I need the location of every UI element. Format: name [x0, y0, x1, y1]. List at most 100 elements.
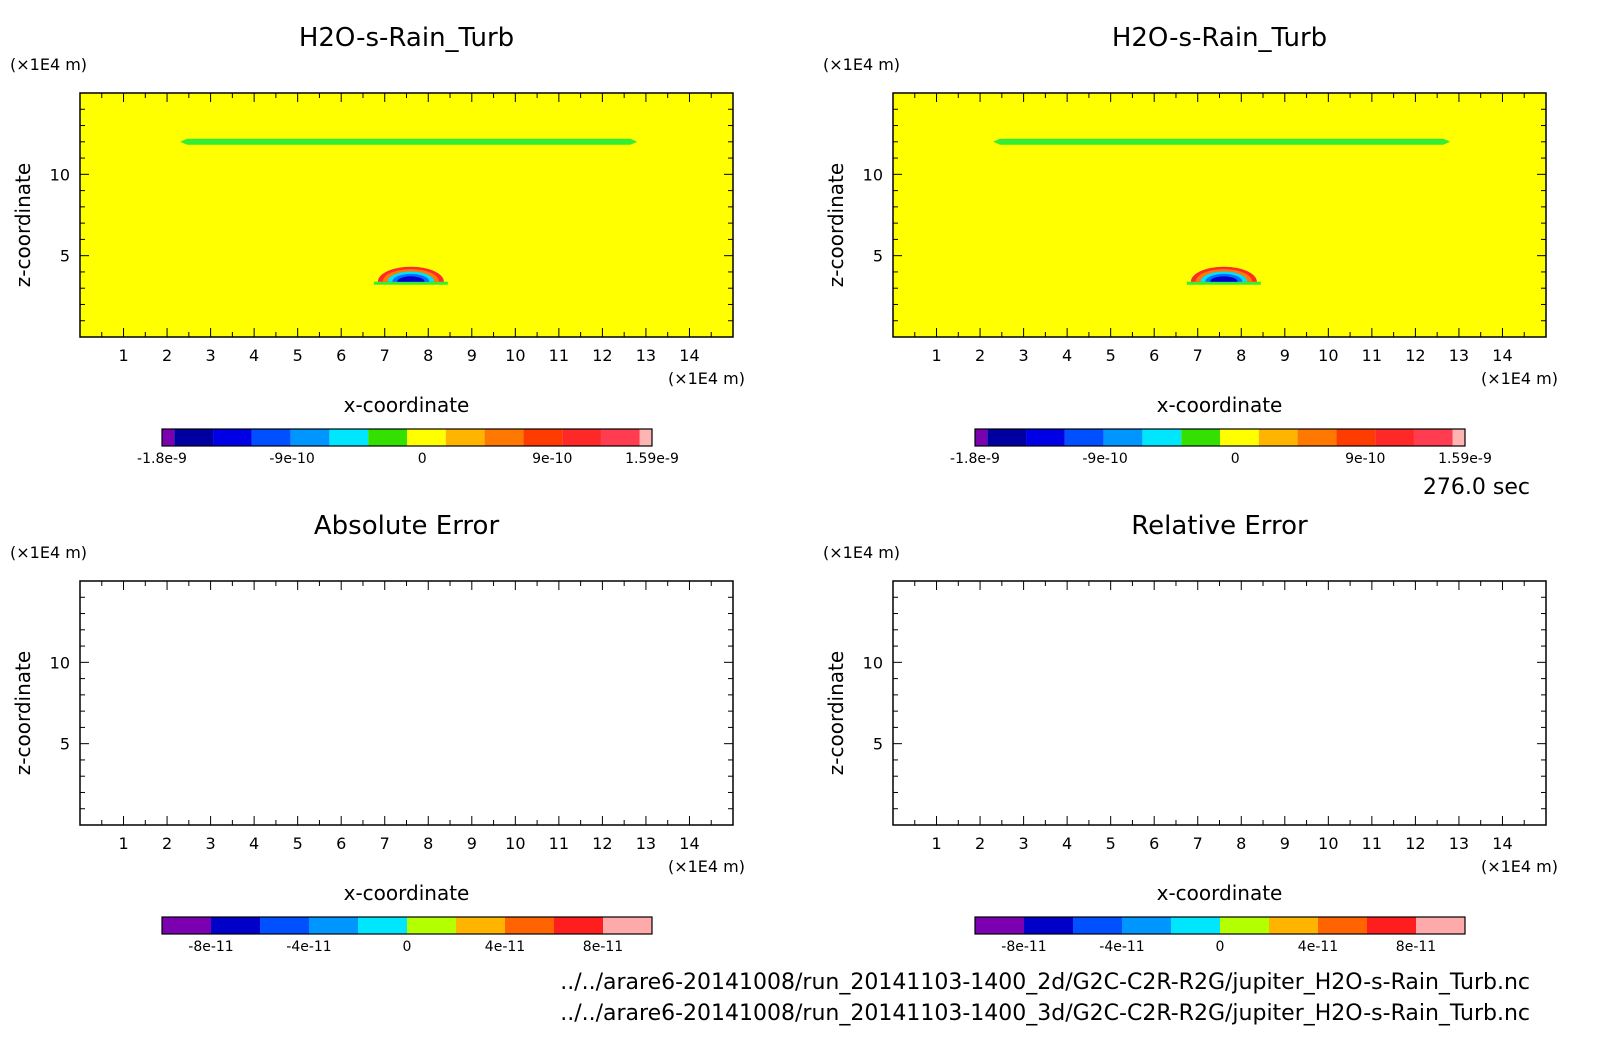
x-tick-label: 5: [1106, 834, 1116, 853]
x-tick-label: 3: [1019, 346, 1029, 365]
x-tick-label: 10: [1318, 834, 1338, 853]
colorbar-swatch: [484, 429, 524, 446]
colorbar-swatch: [213, 429, 252, 446]
colorbar-tick-label: 1.59e-9: [625, 451, 679, 467]
x-tick-label: 8: [1236, 834, 1246, 853]
x-tick-label: 2: [162, 346, 172, 365]
panel-title: H2O-s-Rain_Turb: [299, 23, 514, 53]
x-tick-label: 10: [505, 834, 525, 853]
colorbar-tick-label: 0: [1231, 451, 1240, 467]
colorbar-swatch: [290, 429, 330, 446]
chart-panel: Relative Error(×1E4 m)1 2 3 4 5 6 7 8 9 10 11 12 13 1…: [823, 511, 1558, 955]
chart-panel: H2O-s-Rain_Turb(×1E4 m)1 2 3 4 5 6 7 8 9 10 11 12 13…: [10, 23, 745, 467]
x-axis-label: x-coordinate: [344, 881, 470, 905]
contour-band: [993, 138, 1451, 145]
colorbar-swatch: [445, 429, 485, 446]
x-tick-label: 11: [1362, 834, 1382, 853]
x-tick-label: 11: [1362, 346, 1382, 365]
x-tick-label: 6: [336, 346, 346, 365]
x-tick-label: 14: [679, 346, 699, 365]
x-tick-label: 12: [1405, 346, 1425, 365]
x-tick-label: 1: [931, 346, 941, 365]
colorbar-swatch: [1269, 917, 1318, 934]
y-tick-label: 10: [50, 165, 70, 184]
time-label: 276.0 sec: [1423, 475, 1530, 500]
plot-area: [80, 581, 733, 825]
x-tick-label: 7: [380, 834, 390, 853]
colorbar-swatch: [251, 429, 291, 446]
y-tick-label: 5: [60, 247, 70, 266]
x-tick-label: 6: [1149, 346, 1159, 365]
colorbar-swatch: [1416, 917, 1465, 934]
colorbar-swatch: [1220, 429, 1259, 446]
x-tick-label: 1: [118, 834, 128, 853]
colorbar-swatch: [554, 917, 603, 934]
x-tick-label: 11: [549, 834, 569, 853]
colorbar-swatch: [1103, 429, 1143, 446]
x-unit-label: (×1E4 m): [668, 857, 745, 876]
x-axis-label: x-coordinate: [344, 393, 470, 417]
x-tick-label: 8: [423, 834, 433, 853]
colorbar-swatch: [1318, 917, 1367, 934]
colorbar-swatch: [309, 917, 358, 934]
colorbar-swatch: [358, 917, 407, 934]
colorbar-tick-label: -4e-11: [1099, 939, 1144, 955]
colorbar-swatch: [162, 917, 211, 934]
y-unit-label: (×1E4 m): [823, 55, 900, 74]
chart-panel: H2O-s-Rain_Turb(×1E4 m)1 2 3 4 5 6 7 8 9 10 11 12 13…: [823, 23, 1558, 467]
y-tick-label: 5: [873, 735, 883, 754]
plot-area: [893, 93, 1546, 337]
x-tick-label: 4: [249, 346, 259, 365]
x-tick-label: 12: [1405, 834, 1425, 853]
footer-path-2d: ../../arare6-20141008/run_20141103-1400_…: [560, 970, 1530, 995]
x-tick-label: 4: [1062, 346, 1072, 365]
x-tick-label: 12: [592, 834, 612, 853]
y-tick-label: 5: [60, 735, 70, 754]
colorbar-swatch: [1452, 429, 1465, 446]
x-tick-label: 7: [1193, 346, 1203, 365]
x-tick-label: 9: [1280, 834, 1290, 853]
x-tick-label: 3: [1019, 834, 1029, 853]
colorbar-swatch: [600, 429, 640, 446]
colorbar-swatch: [329, 429, 369, 446]
colorbar-tick-label: -9e-10: [269, 451, 314, 467]
x-tick-label: 7: [380, 346, 390, 365]
colorbar-swatch: [407, 917, 456, 934]
dome-contour: [1210, 276, 1238, 282]
colorbar-swatch: [987, 429, 1027, 446]
panel-title: Absolute Error: [314, 511, 500, 541]
x-axis-label: x-coordinate: [1157, 881, 1283, 905]
x-unit-label: (×1E4 m): [1481, 857, 1558, 876]
x-tick-label: 13: [636, 346, 656, 365]
colorbar-swatch: [174, 429, 214, 446]
dome-base: [373, 281, 448, 285]
y-axis-label: z-coordinate: [824, 651, 848, 775]
colorbar-tick-label: -4e-11: [286, 939, 331, 955]
y-tick-label: 10: [50, 653, 70, 672]
colorbar-swatch: [1122, 917, 1171, 934]
colorbar-tick-label: -1.8e-9: [137, 451, 187, 467]
colorbar-swatch: [1181, 429, 1220, 446]
colorbar-tick-label: 0: [1216, 939, 1225, 955]
colorbar-tick-label: 4e-11: [485, 939, 525, 955]
colorbar-swatch: [1297, 429, 1337, 446]
x-tick-label: 9: [467, 346, 477, 365]
panels-group: H2O-s-Rain_Turb(×1E4 m)1 2 3 4 5 6 7 8 9 10 11 12 13…: [10, 23, 1558, 955]
colorbar-frame: [974, 916, 1466, 935]
x-tick-label: 5: [293, 346, 303, 365]
y-unit-label: (×1E4 m): [10, 543, 87, 562]
panel-title: Relative Error: [1131, 511, 1308, 541]
colorbar-swatch: [1336, 429, 1376, 446]
y-tick-label: 10: [863, 653, 883, 672]
dome-contour: [397, 276, 425, 282]
x-tick-label: 14: [1492, 346, 1512, 365]
colorbar-tick-label: 0: [418, 451, 427, 467]
colorbar-swatch: [1375, 429, 1414, 446]
dome-base: [1186, 281, 1261, 285]
colorbar-swatch: [603, 917, 652, 934]
colorbar-tick-label: 8e-11: [583, 939, 623, 955]
y-axis-label: z-coordinate: [11, 651, 35, 775]
colorbar-swatch: [1220, 917, 1269, 934]
colorbar-tick-label: 4e-11: [1298, 939, 1338, 955]
